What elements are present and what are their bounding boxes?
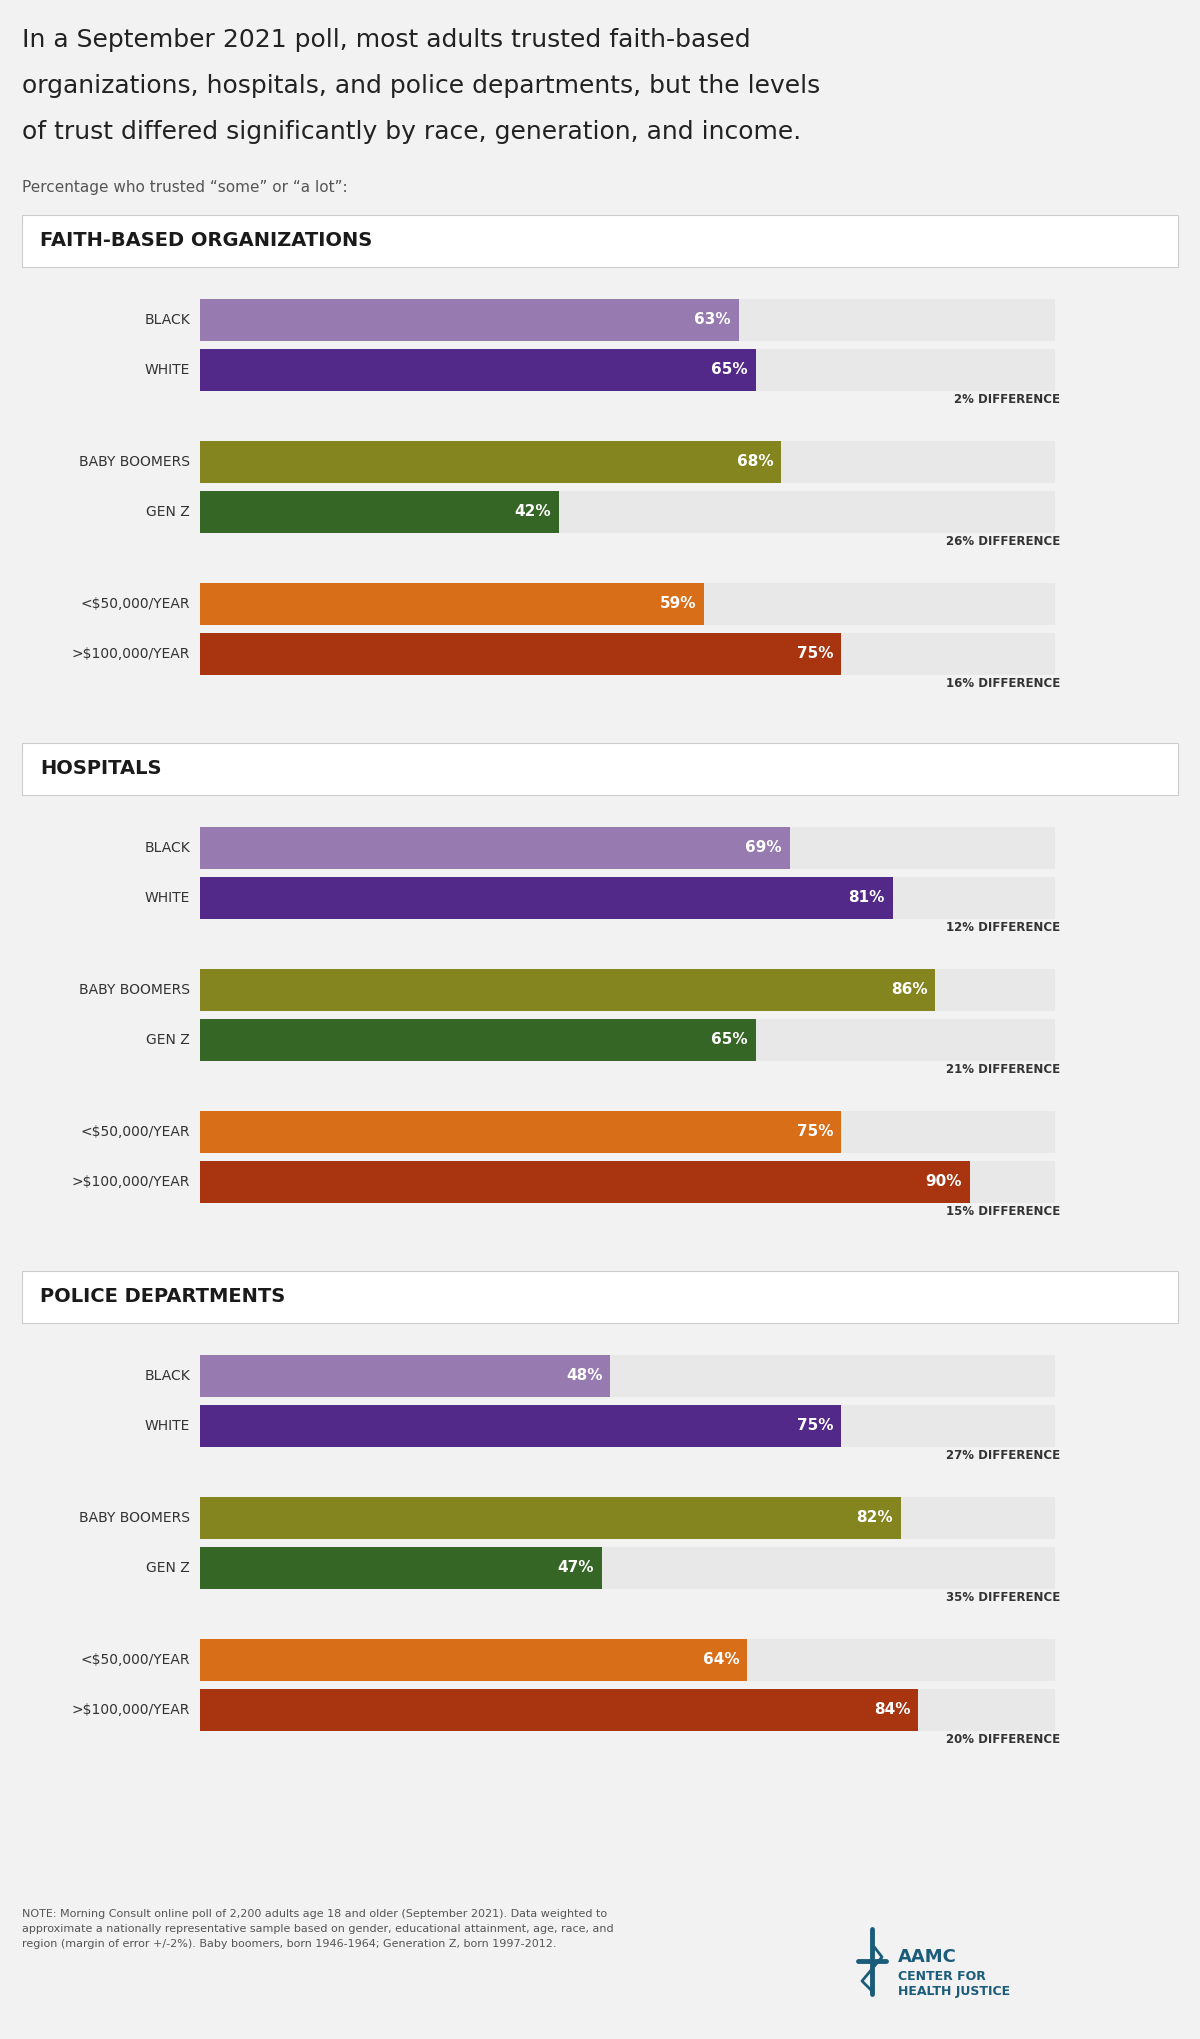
Bar <box>200 1688 1055 1731</box>
Text: 84%: 84% <box>874 1703 910 1717</box>
Text: 64%: 64% <box>702 1652 739 1668</box>
Text: POLICE DEPARTMENTS: POLICE DEPARTMENTS <box>40 1287 286 1307</box>
Text: GEN Z: GEN Z <box>146 1562 190 1574</box>
Text: 75%: 75% <box>797 646 833 661</box>
Bar <box>22 1270 1178 1323</box>
Text: 86%: 86% <box>890 983 928 997</box>
Text: GEN Z: GEN Z <box>146 506 190 520</box>
Text: 65%: 65% <box>712 1032 748 1048</box>
Bar <box>200 1160 1055 1203</box>
Bar <box>200 969 1055 1011</box>
Text: <$50,000/YEAR: <$50,000/YEAR <box>80 1654 190 1668</box>
Text: HEALTH JUSTICE: HEALTH JUSTICE <box>898 1986 1010 1998</box>
Text: <$50,000/YEAR: <$50,000/YEAR <box>80 597 190 612</box>
Bar <box>200 583 1055 626</box>
Text: 82%: 82% <box>857 1511 893 1525</box>
Text: 21% DIFFERENCE: 21% DIFFERENCE <box>946 1062 1060 1077</box>
Bar <box>200 300 739 341</box>
Text: 65%: 65% <box>712 363 748 377</box>
Text: organizations, hospitals, and police departments, but the levels: organizations, hospitals, and police dep… <box>22 73 821 98</box>
Text: BLACK: BLACK <box>144 1368 190 1382</box>
Bar <box>200 877 893 920</box>
Text: 48%: 48% <box>566 1368 602 1384</box>
Text: AAMC: AAMC <box>898 1947 956 1966</box>
Bar <box>200 969 935 1011</box>
Text: 2% DIFFERENCE: 2% DIFFERENCE <box>954 394 1060 406</box>
Text: FAITH-BASED ORGANIZATIONS: FAITH-BASED ORGANIZATIONS <box>40 232 372 251</box>
Bar <box>200 1020 756 1060</box>
Bar <box>200 1111 1055 1152</box>
Bar <box>200 632 841 675</box>
Text: 68%: 68% <box>737 455 774 469</box>
Bar <box>200 1020 1055 1060</box>
Bar <box>200 1497 901 1539</box>
Text: WHITE: WHITE <box>145 891 190 905</box>
Text: BABY BOOMERS: BABY BOOMERS <box>79 983 190 997</box>
Bar <box>22 742 1178 795</box>
Text: BABY BOOMERS: BABY BOOMERS <box>79 1511 190 1525</box>
Text: >$100,000/YEAR: >$100,000/YEAR <box>72 1703 190 1717</box>
Text: NOTE: Morning Consult online poll of 2,200 adults age 18 and older (September 20: NOTE: Morning Consult online poll of 2,2… <box>22 1909 613 1949</box>
Text: 12% DIFFERENCE: 12% DIFFERENCE <box>946 922 1060 934</box>
Text: 27% DIFFERENCE: 27% DIFFERENCE <box>946 1450 1060 1462</box>
Text: <$50,000/YEAR: <$50,000/YEAR <box>80 1126 190 1140</box>
Text: 81%: 81% <box>848 891 884 905</box>
Bar <box>200 1356 1055 1397</box>
Text: WHITE: WHITE <box>145 363 190 377</box>
Text: BABY BOOMERS: BABY BOOMERS <box>79 455 190 469</box>
Bar <box>200 828 1055 869</box>
Text: In a September 2021 poll, most adults trusted faith-based: In a September 2021 poll, most adults tr… <box>22 29 751 53</box>
Text: Percentage who trusted “some” or “a lot”:: Percentage who trusted “some” or “a lot”… <box>22 179 348 196</box>
Bar <box>200 440 1055 483</box>
Text: 42%: 42% <box>515 504 551 520</box>
Text: 47%: 47% <box>557 1560 594 1576</box>
Bar <box>200 1160 970 1203</box>
Text: WHITE: WHITE <box>145 1419 190 1433</box>
Text: >$100,000/YEAR: >$100,000/YEAR <box>72 1174 190 1189</box>
Bar <box>200 1548 1055 1588</box>
Text: of trust differed significantly by race, generation, and income.: of trust differed significantly by race,… <box>22 120 802 145</box>
Bar <box>200 1405 1055 1448</box>
Text: BLACK: BLACK <box>144 314 190 326</box>
Text: GEN Z: GEN Z <box>146 1034 190 1046</box>
Bar <box>200 1405 841 1448</box>
Bar <box>200 1548 602 1588</box>
Bar <box>22 214 1178 267</box>
Bar <box>200 349 1055 391</box>
Bar <box>200 1356 611 1397</box>
Text: CENTER FOR: CENTER FOR <box>898 1970 986 1984</box>
Bar <box>200 1688 918 1731</box>
Bar <box>200 1639 1055 1680</box>
Bar <box>200 1111 841 1152</box>
Text: BLACK: BLACK <box>144 840 190 854</box>
Bar <box>200 440 781 483</box>
Bar <box>200 828 790 869</box>
Bar <box>200 1497 1055 1539</box>
Text: 63%: 63% <box>694 312 731 328</box>
Text: 35% DIFFERENCE: 35% DIFFERENCE <box>946 1590 1060 1605</box>
Bar <box>200 583 704 626</box>
Text: HOSPITALS: HOSPITALS <box>40 759 162 779</box>
Text: 16% DIFFERENCE: 16% DIFFERENCE <box>946 677 1060 689</box>
Text: 75%: 75% <box>797 1419 833 1433</box>
Text: 90%: 90% <box>925 1174 961 1189</box>
Bar <box>200 349 756 391</box>
Bar <box>200 1639 748 1680</box>
Text: 59%: 59% <box>660 597 696 612</box>
Text: 20% DIFFERENCE: 20% DIFFERENCE <box>946 1733 1060 1745</box>
Bar <box>200 491 559 532</box>
Bar <box>200 877 1055 920</box>
Text: >$100,000/YEAR: >$100,000/YEAR <box>72 646 190 661</box>
Bar <box>200 300 1055 341</box>
Text: 15% DIFFERENCE: 15% DIFFERENCE <box>946 1205 1060 1217</box>
Text: 26% DIFFERENCE: 26% DIFFERENCE <box>946 534 1060 548</box>
Bar <box>200 632 1055 675</box>
Text: 69%: 69% <box>745 840 782 856</box>
Bar <box>200 491 1055 532</box>
Text: 75%: 75% <box>797 1123 833 1140</box>
